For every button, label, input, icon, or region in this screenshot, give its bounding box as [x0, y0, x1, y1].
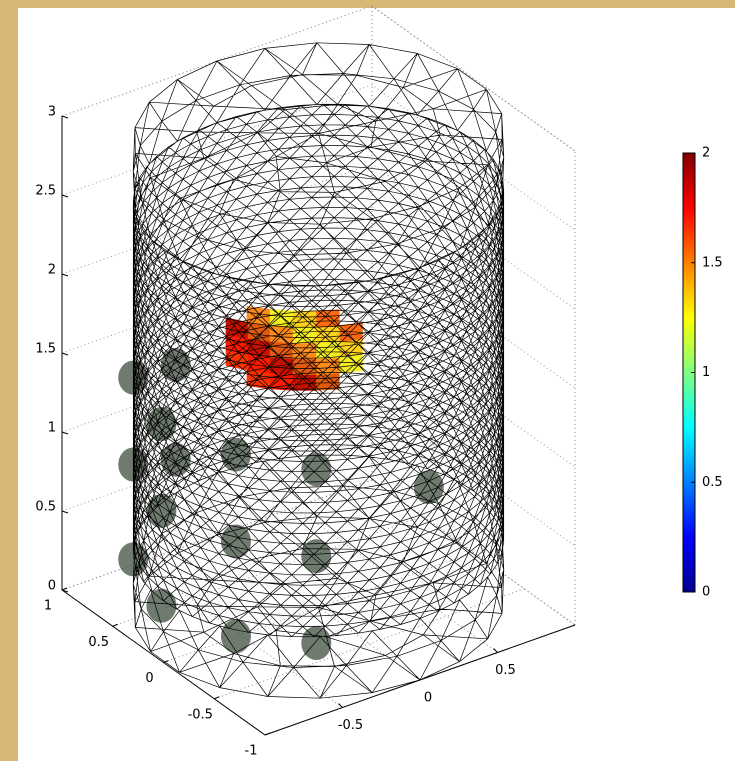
figure: 0 0.5 1 1.5 2 2.5 3 -1 -0.5 0 0.5 1 -0.5 0 0.5 0 0.5 1 1.…	[0, 0, 735, 761]
z-tick-label: 0	[48, 579, 56, 594]
mesh-blob	[301, 626, 331, 660]
z-tick-label: 1.5	[35, 342, 56, 357]
mesh-blob	[414, 470, 444, 504]
mesh-patch	[269, 325, 292, 342]
x-tick-label: -1	[245, 744, 258, 759]
page: 0 0.5 1 1.5 2 2.5 3 -1 -0.5 0 0.5 1 -0.5 0 0.5 0 0.5 1 1.…	[0, 0, 735, 761]
colorbar-tick-label: 0	[702, 585, 710, 600]
x-tick-label: -0.5	[188, 707, 213, 722]
colorbar-tick-label: 2	[702, 146, 710, 161]
colorbar-tick-label: 0.5	[702, 475, 723, 490]
mesh-patch	[292, 311, 315, 327]
x-tick-label: 1	[44, 599, 52, 614]
colorbar-tick-label: 1	[702, 365, 710, 380]
y-tick-label: 0	[424, 691, 432, 706]
z-tick-label: 2	[48, 263, 56, 278]
y-tick-label: 0.5	[495, 663, 516, 678]
z-tick-label: 0.5	[35, 500, 56, 515]
y-tick-label: -0.5	[338, 718, 363, 733]
z-tick-label: 3	[48, 105, 56, 120]
x-tick-label: 0	[145, 671, 153, 686]
z-tick-label: 1	[48, 421, 56, 436]
mesh-blob	[146, 589, 176, 623]
colorbar-tick-label: 1.5	[702, 255, 723, 270]
z-tick-label: 2.5	[35, 184, 56, 199]
x-tick-label: 0.5	[88, 635, 109, 650]
